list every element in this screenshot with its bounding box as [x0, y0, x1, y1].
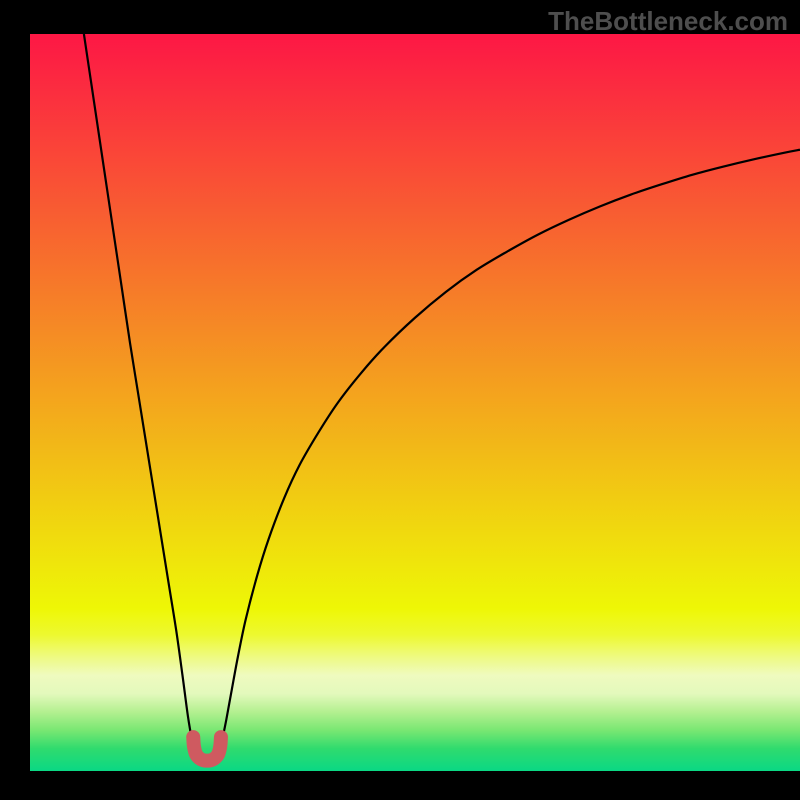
watermark-label: TheBottleneck.com	[548, 6, 788, 37]
plot-area	[30, 34, 800, 771]
bottleneck-curve-chart	[30, 34, 800, 771]
chart-frame	[30, 34, 800, 771]
watermark-text: TheBottleneck.com	[548, 6, 788, 36]
chart-background	[30, 34, 800, 771]
